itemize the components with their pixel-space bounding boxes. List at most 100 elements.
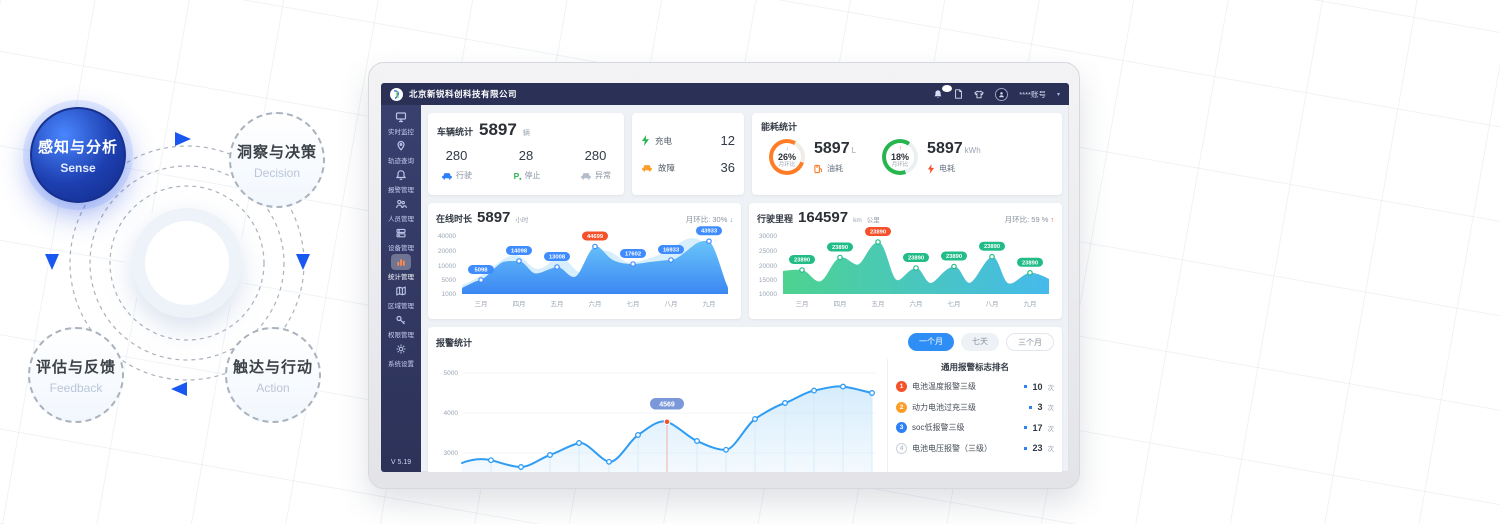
diagram-node-sense: 感知与分析 Sense — [30, 107, 126, 203]
data-points — [799, 239, 1033, 276]
device-frame: 北京新锐科创科技有限公司 ****账号 — [368, 62, 1080, 489]
sidebar-item-statistics-mgmt[interactable]: 统计管理 — [381, 254, 421, 281]
svg-text:23890: 23890 — [832, 245, 848, 251]
svg-text:15000: 15000 — [759, 277, 777, 284]
tab-seven-days[interactable]: 七天 — [961, 333, 999, 351]
svg-text:六月: 六月 — [910, 299, 923, 308]
node-title: 洞察与决策 — [236, 143, 317, 161]
area-series-main — [462, 240, 728, 294]
svg-text:25000: 25000 — [759, 248, 777, 255]
svg-text:23890: 23890 — [870, 230, 886, 236]
svg-text:5098: 5098 — [475, 268, 489, 274]
svg-text:四月: 四月 — [834, 300, 847, 308]
sidebar-item-track-query[interactable]: 轨迹查询 — [381, 138, 421, 165]
notification-bell-icon[interactable] — [933, 85, 953, 99]
power-gauge: ↑ 18% 月环比 5897 kWh 电耗 — [882, 139, 981, 175]
sidebar-item-realtime-monitor[interactable]: 实时监控 — [381, 109, 421, 136]
notification-badge — [942, 85, 953, 92]
trend-down-icon: ↓ — [785, 145, 789, 152]
svg-text:23890: 23890 — [794, 258, 810, 264]
ranking-row: 4 电池电压报警（三级） 23 次 — [896, 442, 1054, 454]
fuel-ring: ↓ 26% 月环比 — [769, 139, 805, 175]
car-fault-icon — [642, 165, 652, 172]
tab-three-months[interactable]: 三个月 — [1006, 333, 1054, 351]
svg-text:10000: 10000 — [438, 263, 456, 270]
svg-text:九月: 九月 — [1024, 299, 1037, 308]
svg-text:八月: 八月 — [986, 300, 999, 308]
bullet-icon — [1024, 426, 1028, 429]
svg-text:五月: 五月 — [551, 300, 564, 308]
fuel-pump-icon — [814, 164, 823, 173]
svg-text:13008: 13008 — [549, 255, 566, 261]
mom-ratio: 月环比: 30% ↓ — [685, 215, 733, 224]
diagram-node-action: 触达与行动 Action — [225, 327, 321, 423]
node-title: 感知与分析 — [37, 138, 118, 156]
card-title: 能耗统计 — [761, 122, 798, 132]
vehicle-stat-stopped: 28 P 停止 — [513, 148, 541, 181]
tab-one-month[interactable]: 一个月 — [908, 333, 954, 351]
svg-text:P: P — [513, 171, 519, 181]
node-subtitle: Action — [256, 380, 290, 395]
charge-fault-card: 充电 12 故障 36 — [632, 113, 744, 195]
alarm-bell-icon — [391, 167, 411, 183]
diagram-rings — [45, 132, 310, 396]
highlight-label: 4569 — [650, 398, 684, 410]
document-icon[interactable] — [954, 89, 963, 99]
svg-text:七月: 七月 — [627, 299, 640, 308]
area-series-main — [783, 241, 1049, 294]
sidebar-item-permission-mgmt[interactable]: 权限管理 — [381, 312, 421, 339]
main-content: 车辆统计 5897 辆 280 行驶 28 — [421, 105, 1069, 472]
sidebar-item-region-mgmt[interactable]: 区域管理 — [381, 283, 421, 310]
car-icon — [581, 173, 591, 180]
svg-text:23890: 23890 — [1022, 260, 1038, 266]
mileage-chart: 30000 25000 20000 15000 10000 — [759, 227, 1049, 308]
node-subtitle: Decision — [253, 165, 301, 180]
sidebar-item-personnel-mgmt[interactable]: 人员管理 — [381, 196, 421, 223]
period-tabs: 一个月 七天 三个月 — [908, 333, 1054, 351]
car-icon — [442, 173, 452, 180]
app-header: 北京新锐科创科技有限公司 ****账号 — [381, 83, 1069, 105]
rank-badge: 4 — [896, 442, 907, 454]
bullet-icon — [1024, 385, 1028, 388]
alarm-stats-card: 报警统计 一个月 七天 三个月 — [428, 327, 1062, 472]
vehicle-total: 5897 — [479, 120, 517, 139]
alarm-trend-chart: 5000 4000 3000 — [444, 370, 876, 472]
avatar[interactable] — [995, 87, 1009, 101]
chevron-down-icon[interactable]: ▾ — [1056, 91, 1060, 98]
svg-text:4569: 4569 — [659, 402, 675, 409]
card-title: 在线时长 — [436, 214, 473, 224]
svg-text:23890: 23890 — [946, 254, 962, 260]
sidebar-item-device-mgmt[interactable]: 设备管理 — [381, 225, 421, 252]
svg-text:七月: 七月 — [948, 299, 961, 308]
data-labels: 23890 23890 23890 23890 23890 23890 2389… — [789, 227, 1043, 267]
sidebar-item-system-settings[interactable]: 系统设置 — [381, 341, 421, 368]
diagram-hub — [132, 208, 242, 318]
theme-shirt-icon[interactable] — [974, 90, 985, 99]
alarm-ranking-panel: 通用报警标志排名 1 电池温度报警三级 10 次 — [896, 355, 1054, 472]
device-icon — [391, 225, 411, 241]
svg-text:10000: 10000 — [759, 291, 777, 298]
svg-text:4000: 4000 — [444, 410, 459, 417]
svg-text:3000: 3000 — [444, 450, 459, 457]
power-ring: ↑ 18% 月环比 — [882, 139, 919, 175]
data-labels: 5098 14098 13008 44699 17602 16933 43933 — [468, 226, 722, 274]
ranking-title: 通用报警标志排名 — [940, 362, 1009, 372]
svg-text:23890: 23890 — [984, 244, 1000, 250]
vehicle-unit: 辆 — [522, 130, 530, 137]
arrow-down-icon — [296, 254, 310, 270]
svg-text:30000: 30000 — [759, 233, 777, 240]
svg-text:23890: 23890 — [908, 256, 924, 262]
mom-ratio: 月环比: 59 % ↑ — [1004, 215, 1054, 224]
svg-text:20000: 20000 — [759, 263, 777, 270]
svg-text:43933: 43933 — [701, 229, 718, 235]
data-points — [488, 383, 875, 470]
node-title: 评估与反馈 — [35, 358, 116, 376]
app-version: V 5.19 — [390, 459, 412, 466]
divider — [887, 359, 888, 472]
energy-stats-card: 能耗统计 ↓ 26% 月环比 — [752, 113, 1062, 195]
sidebar-item-alarm-mgmt[interactable]: 报警管理 — [381, 167, 421, 194]
stats-icon — [391, 254, 411, 270]
arrow-left-icon — [171, 382, 187, 396]
account-name[interactable]: ****账号 — [1019, 89, 1046, 99]
